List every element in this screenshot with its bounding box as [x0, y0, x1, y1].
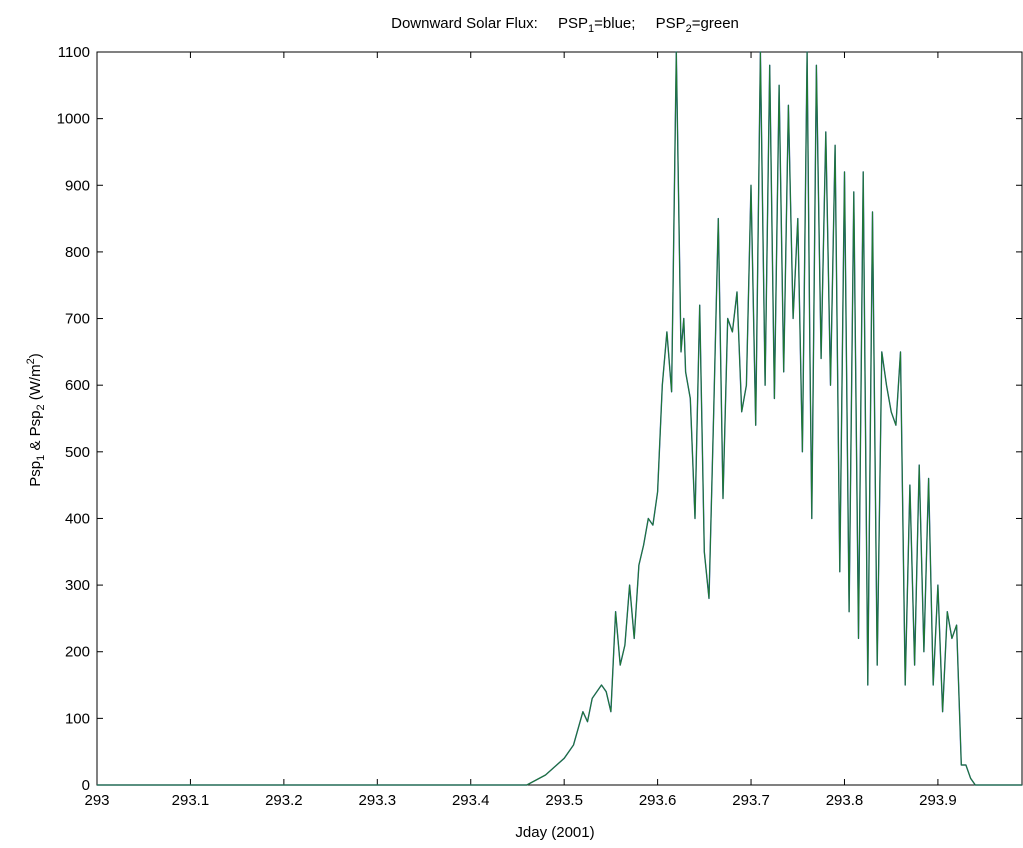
chart-title-s2-sub: 2 — [686, 23, 692, 35]
x-axis-label: Jday (2001) — [515, 824, 594, 841]
x-tick-label: 293.3 — [359, 792, 397, 809]
x-tick-label: 293 — [84, 792, 109, 809]
y-axis-label: Psp1 & Psp2 (W/m2) — [25, 353, 47, 486]
y-label-unit-close: ) — [27, 353, 44, 358]
y-label-mid: & Psp — [27, 411, 44, 455]
chart-title-s2-name: PSP — [656, 15, 686, 32]
y-tick-label: 400 — [65, 510, 90, 527]
y-label-a-sub: 1 — [35, 455, 47, 461]
plot-area — [96, 51, 1023, 786]
x-tick-label: 293.1 — [172, 792, 210, 809]
y-tick-labels: 0 100 200 300 400 500 600 700 800 900 1000 1100 — [57, 44, 90, 794]
chart-title-s1-rest: =blue; — [594, 15, 635, 32]
y-tick-label: 100 — [65, 710, 90, 727]
y-tick-label: 800 — [65, 244, 90, 261]
chart-title-s2-rest: =green — [692, 15, 739, 32]
y-tick-label: 700 — [65, 311, 90, 328]
y-label-a: Psp — [27, 461, 44, 487]
y-tick-label: 1000 — [57, 111, 90, 128]
x-tick-label: 293.9 — [919, 792, 957, 809]
y-label-unit-open: (W/m — [27, 364, 44, 404]
y-label-unit-sup: 2 — [25, 358, 37, 364]
y-tick-label: 1100 — [58, 44, 90, 61]
y-tick-label: 300 — [65, 577, 90, 594]
y-tick-label: 200 — [65, 644, 90, 661]
series-group — [97, 51, 1022, 786]
y-tick-label: 500 — [65, 444, 90, 461]
y-tick-label: 0 — [82, 777, 90, 794]
y-label-b-sub: 2 — [35, 404, 47, 410]
chart-title-s1-name: PSP — [558, 15, 588, 32]
x-tick-label: 293.8 — [826, 792, 864, 809]
x-tick-labels: 293 293.1 293.2 293.3 293.4 293.5 293.6 293.7 29… — [84, 792, 956, 809]
x-tick-label: 293.4 — [452, 792, 490, 809]
axis-ticks — [96, 51, 1022, 786]
x-tick-label: 293.6 — [639, 792, 677, 809]
y-tick-label: 900 — [65, 177, 90, 194]
x-tick-label: 293.7 — [732, 792, 770, 809]
series-line-psp2 — [97, 51, 1022, 786]
y-tick-label: 600 — [65, 377, 90, 394]
chart-title: Downward Solar Flux: PSP1=blue; PSP2=gre… — [391, 15, 739, 35]
x-tick-label: 293.2 — [265, 792, 303, 809]
chart-title-prefix: Downward Solar Flux: — [391, 15, 538, 32]
chart-title-s1-sub: 1 — [588, 23, 594, 35]
x-tick-label: 293.5 — [545, 792, 583, 809]
